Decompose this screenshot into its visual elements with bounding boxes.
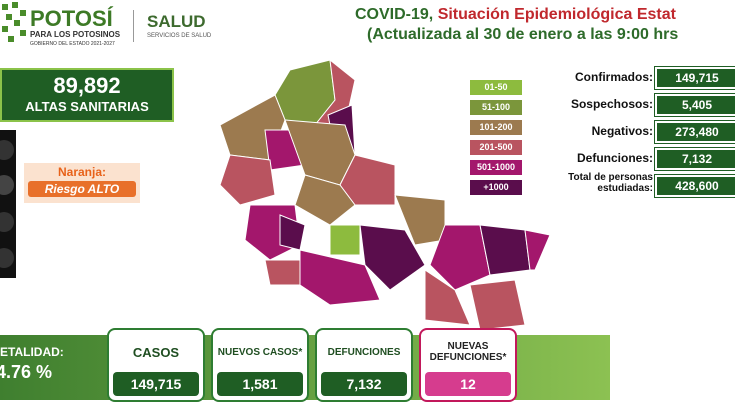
card-value: 149,715 — [113, 372, 199, 396]
title-prefix: COVID-19, — [355, 6, 438, 23]
legend-item: 51-100 — [470, 100, 522, 115]
card-value: 1,581 — [217, 372, 303, 396]
stat-value: 273,480 — [655, 121, 735, 143]
logo-name: POTOSÍ — [30, 6, 113, 31]
stat-value: 149,715 — [655, 67, 735, 89]
subtitle: (Actualizada al 30 de enero a las 9:00 h… — [367, 26, 679, 43]
divider — [133, 10, 134, 42]
stat-value: 7,132 — [655, 148, 735, 170]
title-main: Situación Epidemiológica Estat — [437, 6, 676, 23]
card-label: NUEVOS CASOS* — [217, 334, 303, 370]
stat-label: Total de personas estudiadas: — [568, 172, 653, 194]
stat-value: 428,600 — [655, 175, 735, 197]
recovered-box: 89,892 ALTAS SANITARIAS — [0, 68, 174, 122]
card: DEFUNCIONES 7,132 — [315, 328, 413, 402]
health-name: SALUD — [147, 12, 206, 31]
card-label: NUEVAS DEFUNCIONES* — [425, 334, 511, 370]
card-value: 7,132 — [321, 372, 407, 396]
recovered-label: ALTAS SANITARIAS — [25, 99, 149, 114]
card: NUEVOS CASOS* 1,581 — [211, 328, 309, 402]
card: CASOS 149,715 — [107, 328, 205, 402]
map — [219, 58, 551, 331]
lethality-value: 4.76 % — [0, 362, 53, 382]
card: NUEVAS DEFUNCIONES* 12 — [419, 328, 517, 402]
stat-label: Sospechosos: — [570, 97, 653, 111]
traffic-light — [0, 130, 16, 278]
stat-label: Negativos: — [591, 124, 653, 138]
risk-color: Naranja: — [57, 165, 107, 179]
title: COVID-19, Situación Epidemiológica Estat — [355, 6, 676, 24]
lethality-label: ETALIDAD: — [0, 345, 64, 359]
legend-item: 101-200 — [470, 120, 522, 135]
legend-item: 01-50 — [470, 80, 522, 95]
stat-value: 5,405 — [655, 94, 735, 116]
card-value: 12 — [425, 372, 511, 396]
stat-label: Defunciones: — [576, 151, 653, 165]
card-label: DEFUNCIONES — [321, 334, 407, 370]
card-label: CASOS — [113, 334, 199, 370]
legend-item: +1000 — [470, 180, 522, 195]
legend-item: 501-1000 — [470, 160, 522, 175]
health-subtitle: SERVICIOS DE SALUD — [147, 33, 212, 39]
logo-gov: GOBIERNO DEL ESTADO 2021-2027 — [30, 41, 115, 47]
risk-level: Riesgo ALTO — [28, 181, 136, 197]
recovered-value: 89,892 — [53, 73, 121, 98]
legend-item: 201-500 — [470, 140, 522, 155]
stat-label: Confirmados: — [575, 70, 653, 84]
logo-tagline: PARA LOS POTOSINOS — [30, 30, 121, 39]
risk-box: Naranja: Riesgo ALTO — [24, 163, 140, 203]
logo-icon — [2, 2, 26, 42]
